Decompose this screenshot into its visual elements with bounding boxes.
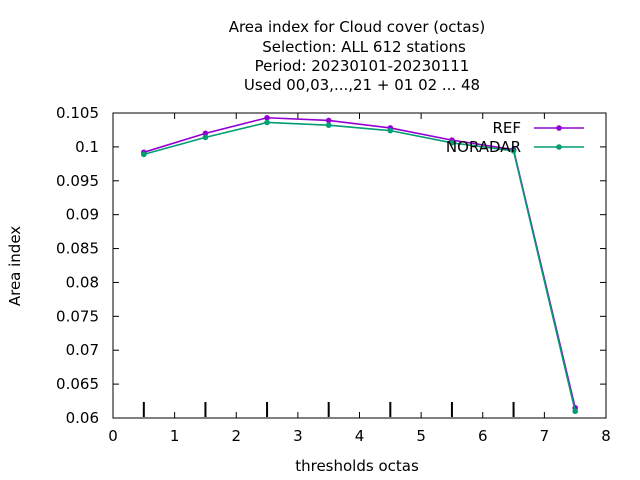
plot-border (112, 112, 607, 419)
x-tick-label: 0 (108, 427, 118, 445)
legend-label-ref: REF (492, 119, 521, 137)
x-tick-label: 2 (231, 427, 241, 445)
legend: REF NORADAR (446, 119, 584, 156)
threshold-markers (142, 402, 515, 417)
x-tick-label: 8 (601, 427, 611, 445)
x-tick-label: 1 (170, 427, 180, 445)
x-tick-label: 3 (293, 427, 303, 445)
series-line-ref (143, 116, 576, 409)
data-point (572, 408, 578, 415)
y-tick-label: 0.095 (56, 172, 99, 190)
y-axis-label: Area index (6, 226, 24, 306)
data-point (264, 114, 270, 121)
data-point (325, 122, 332, 128)
title-line-4: Used 00,03,...,21 + 01 02 ... 48 (244, 76, 480, 94)
data-point (141, 151, 147, 158)
title-line-3: Period: 20230101-20230111 (255, 57, 470, 75)
data-point (449, 140, 455, 146)
y-axis: 0.060.0650.070.0750.080.0850.090.0950.10… (56, 104, 606, 427)
x-tick-label: 5 (416, 427, 426, 445)
title-line-1: Area index for Cloud cover (octas) (229, 18, 486, 36)
y-tick-label: 0.075 (56, 307, 99, 325)
data-point (387, 127, 394, 134)
chart-title: Area index for Cloud cover (octas) Selec… (229, 18, 486, 94)
x-tick-label: 4 (355, 427, 365, 445)
data-point (202, 130, 209, 137)
data-point (202, 134, 209, 141)
y-tick-label: 0.065 (56, 375, 99, 393)
legend-marker-ref (556, 125, 562, 131)
series (141, 114, 578, 415)
y-tick-label: 0.08 (66, 273, 99, 291)
data-point (264, 119, 270, 126)
data-point (325, 117, 332, 124)
y-tick-label: 0.1 (75, 138, 99, 156)
y-tick-label: 0.105 (56, 104, 99, 122)
legend-marker-noradar (556, 144, 562, 150)
x-tick-label: 6 (478, 427, 488, 445)
legend-label-noradar: NORADAR (446, 138, 521, 156)
x-axis: 0 1 2 3 4 5 6 7 8 (108, 113, 611, 445)
x-axis-label: thresholds octas (295, 457, 419, 475)
y-tick-label: 0.09 (66, 206, 99, 224)
x-tick-label: 7 (540, 427, 550, 445)
y-tick-label: 0.085 (56, 240, 99, 258)
plot-area (112, 112, 607, 419)
y-tick-label: 0.06 (66, 409, 99, 427)
title-line-2: Selection: ALL 612 stations (262, 38, 466, 56)
series-line-noradar (143, 121, 576, 412)
y-tick-label: 0.07 (66, 341, 99, 359)
data-point (510, 148, 517, 154)
